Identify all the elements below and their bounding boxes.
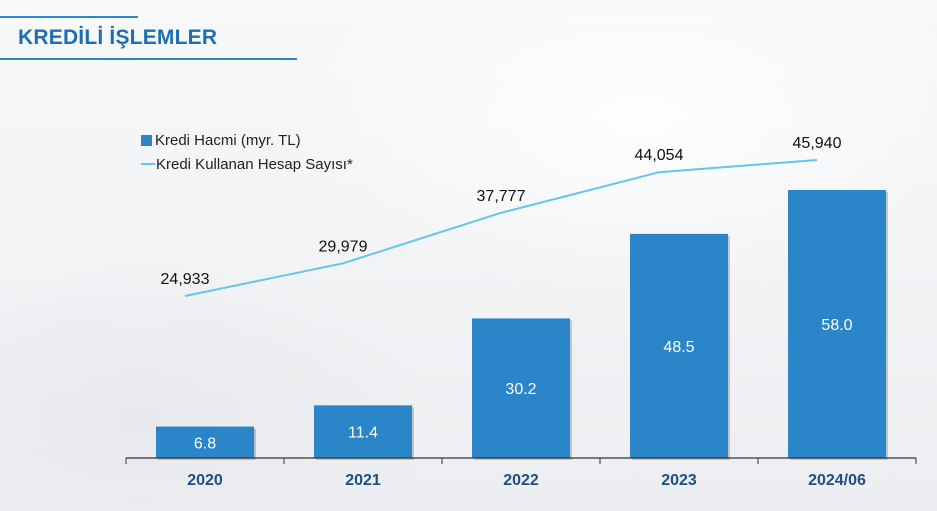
line-value-label: 45,940 (793, 135, 842, 152)
bar (314, 405, 412, 458)
bar-value-label: 6.8 (194, 435, 216, 452)
x-tick-label: 2020 (187, 472, 223, 489)
line-value-label: 44,054 (635, 147, 684, 164)
legend-item-line: Kredi Kullanan Hesap Sayısı* (141, 152, 353, 176)
bar-value-label: 48.5 (663, 339, 694, 356)
bar-value-label: 30.2 (505, 381, 536, 398)
bar-value-label: 58.0 (821, 317, 852, 334)
legend-item-bar: Kredi Hacmi (myr. TL) (141, 128, 353, 152)
title-underline (0, 58, 297, 60)
line-value-label: 24,933 (161, 271, 210, 288)
legend-bar-swatch (141, 134, 152, 146)
x-tick-label: 2023 (661, 472, 697, 489)
legend: Kredi Hacmi (myr. TL) Kredi Kullanan Hes… (141, 128, 353, 176)
bar (156, 426, 254, 458)
line-value-label: 37,777 (477, 188, 526, 205)
bar-value-label: 11.4 (348, 425, 378, 442)
bar (472, 318, 570, 458)
line-value-label: 29,979 (319, 238, 368, 255)
x-tick-label: 2022 (503, 472, 539, 489)
line-series: 24,933 29,979 37,777 44,054 45,940 (161, 135, 842, 297)
page-title: KREDİLİ İŞLEMLER (18, 26, 218, 49)
title-accent-line (0, 16, 138, 18)
x-axis: 2020 2021 2022 2023 2024/06 (125, 457, 917, 489)
x-tick-label: 2021 (345, 472, 381, 489)
bar (788, 190, 886, 458)
legend-line-swatch (141, 163, 155, 165)
legend-bar-label: Kredi Hacmi (myr. TL) (155, 131, 301, 149)
bar-series: 6.8 11.4 30.2 48.5 58.0 (156, 190, 888, 460)
legend-line-label: Kredi Kullanan Hesap Sayısı* (156, 155, 353, 173)
x-tick-label: 2024/06 (808, 472, 866, 489)
bar (630, 233, 728, 458)
